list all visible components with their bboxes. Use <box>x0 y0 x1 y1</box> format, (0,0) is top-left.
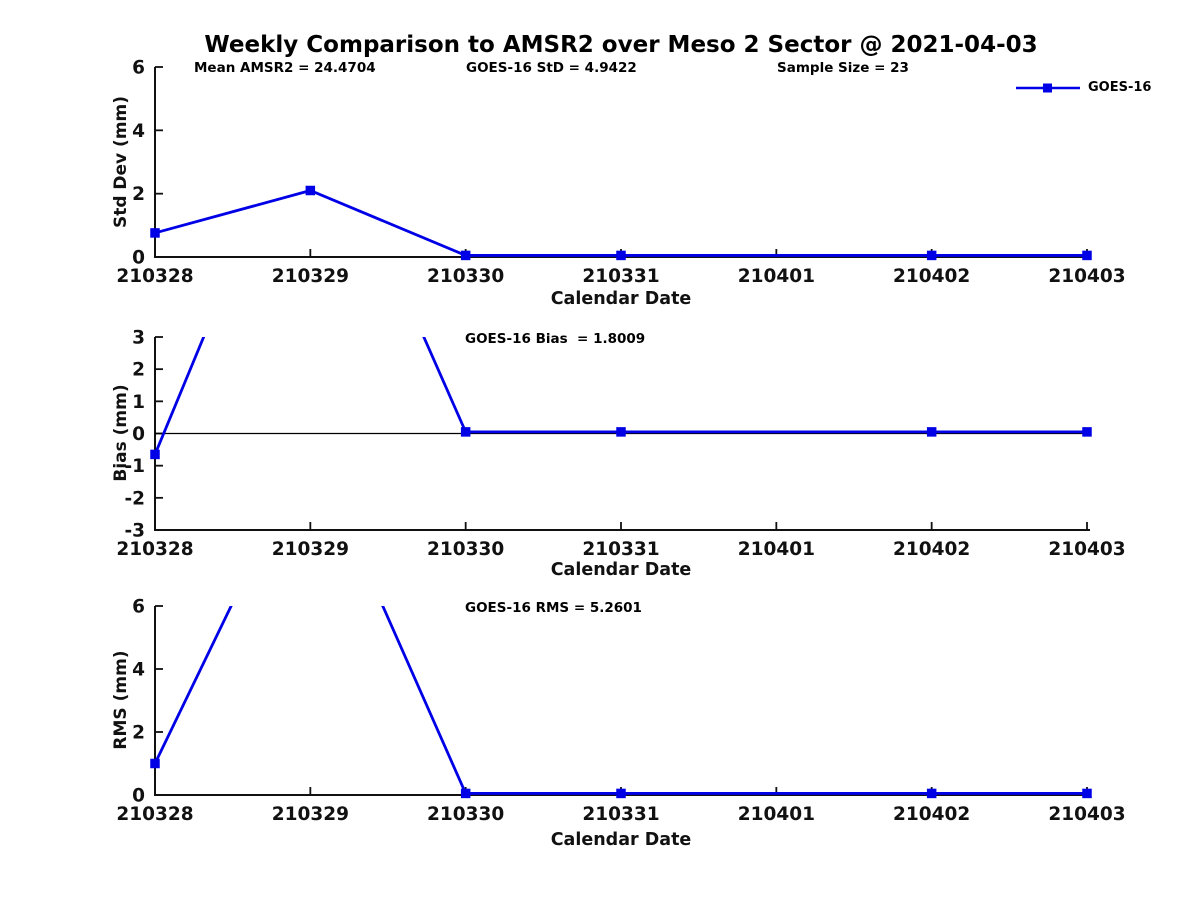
svg-text:210401: 210401 <box>738 804 815 825</box>
svg-text:210328: 210328 <box>116 266 193 287</box>
svg-text:210329: 210329 <box>272 266 349 287</box>
svg-text:3: 3 <box>132 328 145 349</box>
svg-text:0: 0 <box>132 424 145 445</box>
svg-text:210401: 210401 <box>738 539 815 560</box>
svg-text:210401: 210401 <box>738 266 815 287</box>
legend: GOES-16 <box>1016 80 1151 95</box>
svg-text:2: 2 <box>132 184 145 205</box>
annotation-sample-size: Sample Size = 23 <box>777 60 909 76</box>
svg-text:210328: 210328 <box>116 804 193 825</box>
svg-text:210402: 210402 <box>893 539 970 560</box>
y-axis-label-bias: Bias (mm) <box>111 384 131 482</box>
chart-title: Weekly Comparison to AMSR2 over Meso 2 S… <box>204 32 1038 58</box>
x-axis-label-top: Calendar Date <box>550 289 692 309</box>
svg-text:210329: 210329 <box>272 539 349 560</box>
svg-text:210403: 210403 <box>1048 804 1125 825</box>
annotation-mean-amsr2: Mean AMSR2 = 24.4704 <box>194 60 376 76</box>
annotation-goes16-bias: GOES-16 Bias = 1.8009 <box>465 331 646 347</box>
svg-text:4: 4 <box>132 121 145 142</box>
svg-text:6: 6 <box>132 58 145 79</box>
svg-text:-3: -3 <box>124 521 145 542</box>
annotation-goes16-rms: GOES-16 RMS = 5.2601 <box>465 600 642 616</box>
svg-text:210330: 210330 <box>427 266 504 287</box>
x-axis-label-middle: Calendar Date <box>550 560 692 580</box>
svg-text:210331: 210331 <box>582 539 659 560</box>
svg-text:210403: 210403 <box>1048 539 1125 560</box>
svg-text:2: 2 <box>132 360 145 381</box>
svg-text:210328: 210328 <box>116 539 193 560</box>
svg-text:210402: 210402 <box>893 266 970 287</box>
legend-line-marker-icon <box>1016 83 1080 92</box>
svg-text:210331: 210331 <box>582 804 659 825</box>
annotation-goes16-std: GOES-16 StD = 4.9422 <box>466 60 637 76</box>
x-axis-label-bottom: Calendar Date <box>550 830 692 850</box>
svg-text:6: 6 <box>132 597 145 618</box>
svg-text:-1: -1 <box>124 456 145 477</box>
svg-text:-2: -2 <box>124 488 145 509</box>
svg-text:210330: 210330 <box>427 539 504 560</box>
svg-text:210402: 210402 <box>893 804 970 825</box>
svg-text:210329: 210329 <box>272 804 349 825</box>
y-axis-label-stddev: Std Dev (mm) <box>111 95 131 229</box>
svg-text:2: 2 <box>132 723 145 744</box>
svg-text:1: 1 <box>132 392 145 413</box>
legend-label: GOES-16 <box>1088 80 1152 95</box>
svg-text:0: 0 <box>132 248 145 269</box>
svg-text:210403: 210403 <box>1048 266 1125 287</box>
svg-text:210330: 210330 <box>427 804 504 825</box>
y-axis-label-rms: RMS (mm) <box>111 650 131 750</box>
svg-text:210331: 210331 <box>582 266 659 287</box>
svg-text:4: 4 <box>132 660 145 681</box>
svg-text:0: 0 <box>132 786 145 807</box>
